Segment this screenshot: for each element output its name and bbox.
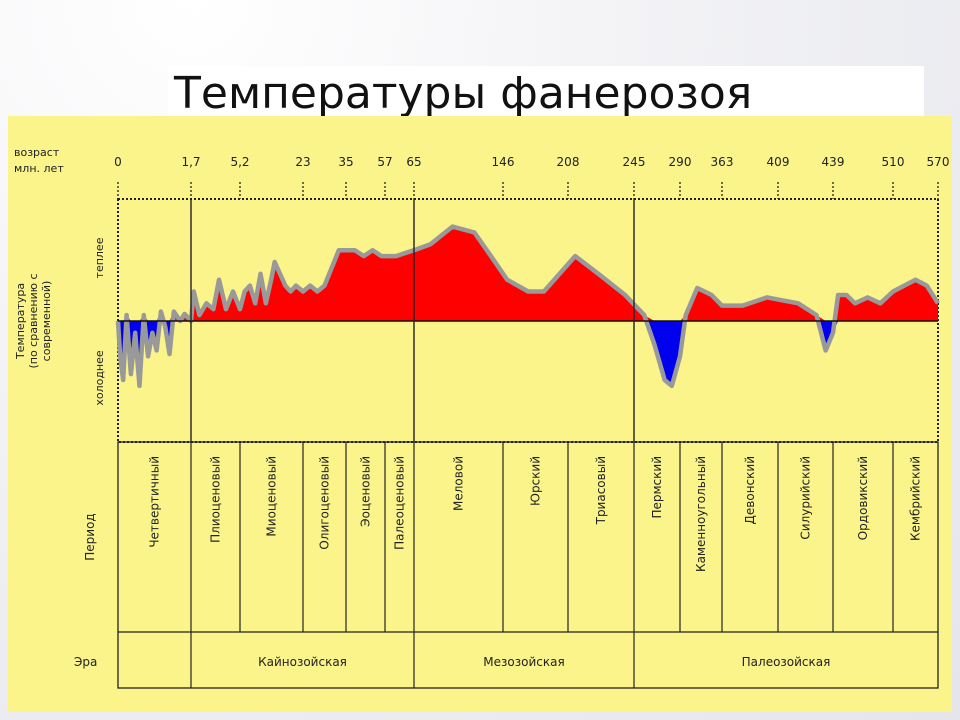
period-table-frame [117, 441, 939, 689]
period-label: Олигоценовый [318, 456, 332, 550]
age-axis-label-line2: млн. лет [14, 162, 64, 175]
warm-area [118, 226, 938, 321]
age-tick-label: 65 [406, 155, 421, 169]
period-label: Палеоценовый [393, 456, 407, 550]
chart-canvas: 0 1,7 5,2 23 35 57 65 146 208 245 290 363 409 439 510 5… [14, 146, 950, 689]
period-label: Каменноугольный [694, 456, 708, 572]
age-tick-label: 1,7 [181, 155, 200, 169]
era-label: Мезозойская [483, 655, 564, 669]
age-tick-label: 0 [114, 155, 122, 169]
y-axis-label-line2: (по сравнению с [27, 273, 40, 368]
cold-area [118, 321, 938, 386]
period-label: Триасовый [594, 456, 608, 525]
title-box: Температуры фанерозоя [168, 66, 924, 119]
age-tick-label: 363 [711, 155, 734, 169]
period-label: Четвертичный [148, 456, 162, 548]
age-tick-label: 146 [492, 155, 515, 169]
period-label: Юрский [529, 456, 543, 506]
age-tick-label: 290 [669, 155, 692, 169]
period-label: Пермский [650, 456, 664, 519]
period-label: Плиоценовый [209, 456, 223, 543]
period-label: Меловой [452, 456, 466, 511]
era-label: Кайнозойская [258, 655, 347, 669]
age-tick-label: 208 [557, 155, 580, 169]
age-tick-label: 439 [822, 155, 845, 169]
era-row-label: Эра [74, 655, 97, 669]
warmer-label: теплее [93, 237, 106, 278]
y-axis-label-line1: Температура [14, 283, 27, 360]
age-tick-label: 510 [882, 155, 905, 169]
age-axis-label-line1: возраст [14, 146, 60, 159]
period-label: Силурийский [799, 456, 813, 540]
period-label: Эоценовый [359, 456, 373, 527]
period-label: Кембрийский [909, 456, 923, 541]
age-tick-label: 409 [767, 155, 790, 169]
period-label: Девонский [743, 456, 757, 524]
era-label: Палеозойская [742, 655, 831, 669]
chart-figure: 0 1,7 5,2 23 35 57 65 146 208 245 290 363 409 439 510 5… [8, 116, 952, 712]
age-tick-label: 245 [623, 155, 646, 169]
period-label: Миоценовый [265, 456, 279, 537]
temperature-curve [115, 224, 940, 389]
age-tick-label: 23 [295, 155, 310, 169]
y-axis-label-line3: современной) [40, 281, 53, 362]
period-label: Ордовикский [856, 456, 870, 540]
page-title: Температуры фанерозоя [174, 68, 753, 119]
colder-label: холоднее [93, 350, 106, 406]
age-tick-label: 35 [338, 155, 353, 169]
age-tick-label: 57 [377, 155, 392, 169]
age-tick-label: 570 [927, 155, 950, 169]
period-row-label: Период [83, 513, 97, 560]
age-tick-label: 5,2 [230, 155, 249, 169]
